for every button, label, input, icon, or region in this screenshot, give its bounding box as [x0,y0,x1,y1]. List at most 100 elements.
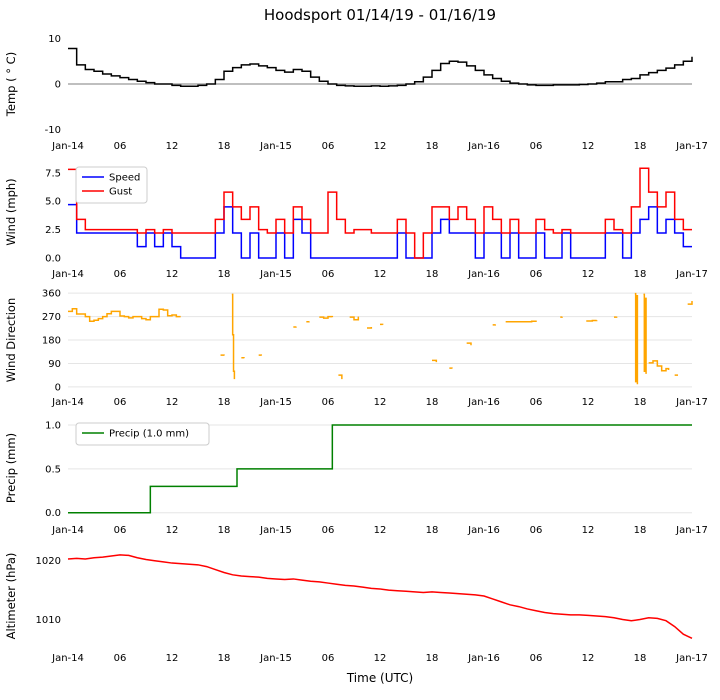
x-tick-label: 06 [530,269,543,280]
y-tick-label: 180 [42,336,61,347]
x-tick-label: 06 [530,653,543,664]
legend-box [75,422,210,446]
x-tick-label: Jan-15 [259,397,292,408]
x-tick-label: 06 [530,525,543,536]
x-tick-label: 18 [426,141,439,152]
x-tick-label: 18 [218,141,231,152]
panel-temp: -10 0 10 Jan-14 06 12 18 Jan-15 06 12 18 Jan-16 06 12… [0,28,720,156]
x-tick-label: Jan-15 [259,141,292,152]
x-tick-label: Jan-16 [467,525,500,536]
x-tick-label: 12 [166,525,179,536]
y-tick-label: -10 [45,125,61,136]
x-tick-label: Jan-14 [51,141,84,152]
x-tick-label: Jan-15 [259,653,292,664]
y-tick-label: 1010 [36,615,61,626]
y-tick-label: 0.0 [45,508,61,519]
x-tick-label: 06 [322,525,335,536]
x-tick-label: 12 [582,269,595,280]
x-axis-label: Time (UTC) [346,671,414,685]
x-tick-label: Jan-15 [259,269,292,280]
x-tick-label: Jan-17 [675,141,708,152]
x-tick-label: Jan-16 [467,397,500,408]
y-tick-label: 0 [55,80,61,91]
y-tick-label: 360 [42,289,61,300]
x-tick-label: 06 [322,653,335,664]
y-tick-label: 10 [48,34,61,45]
x-tick-label: Jan-17 [675,653,708,664]
y-axis-label-wind-direction: Wind Direction [4,298,18,383]
y-tick-label: 0.5 [45,464,61,475]
y-tick-label: 90 [48,359,61,370]
x-tick-label: 18 [218,397,231,408]
x-tick-label: 12 [582,141,595,152]
x-tick-label: Jan-14 [51,397,84,408]
x-tick-label: 18 [634,653,647,664]
y-tick-label: 2.5 [45,225,61,236]
x-tick-label: 18 [426,525,439,536]
y-tick-label: 5.0 [45,197,61,208]
series-temp [68,47,693,88]
x-tick-label: 12 [166,269,179,280]
x-tick-label: 06 [114,141,127,152]
figure-title: Hoodsport 01/14/19 - 01/16/19 [263,6,497,24]
x-tick-label: 06 [530,397,543,408]
x-tick-label: Jan-17 [675,397,708,408]
x-tick-label: 18 [426,269,439,280]
panel-wind: 0.0 2.5 5.0 7.5 Jan-14 06 12 18 Jan-15 06 12 18 Jan-… [0,156,720,284]
y-axis-label-wind: Wind (mph) [4,178,18,245]
x-tick-label: Jan-14 [51,653,84,664]
y-tick-label: 0.0 [45,254,61,265]
x-tick-label: 12 [582,397,595,408]
chart-wind-direction: 0 90 180 270 360 Jan-14 06 12 18 Jan-15 06 12 18 Jan-… [4,289,708,408]
y-axis-label-precip: Precip (mm) [4,433,18,503]
x-tick-label: 06 [322,397,335,408]
chart-precip: 0.0 0.5 1.0 Jan-14 06 12 18 Jan-15 06 12 18 Jan-16 0… [4,421,708,536]
x-tick-label: 12 [582,653,595,664]
x-tick-label: 12 [374,269,387,280]
x-tick-label: Jan-14 [51,525,84,536]
chart-temp: -10 0 10 Jan-14 06 12 18 Jan-15 06 12 18 Jan-16 06 12… [4,34,708,152]
x-tick-label: 12 [166,653,179,664]
x-tick-label: 06 [114,269,127,280]
x-tick-label: 06 [322,269,335,280]
x-tick-label: Jan-15 [259,525,292,536]
y-axis-label-altimeter: Altimeter (hPa) [4,553,18,640]
x-tick-label: 06 [114,653,127,664]
x-tick-label: 06 [530,141,543,152]
chart-altimeter: 1010 1020 Jan-14 06 12 18 Jan-15 06 12 18 Jan-16 06… [4,553,708,664]
x-tick-label: 12 [166,397,179,408]
x-tick-label: 18 [218,653,231,664]
y-tick-label: 1.0 [45,421,61,432]
x-tick-label: 18 [426,653,439,664]
y-axis-label-temp: Temp ( ° C) [4,52,18,117]
panel-altimeter: 1010 1020 Jan-14 06 12 18 Jan-15 06 12 18 Jan-16 06… [0,540,720,668]
x-tick-label: 06 [114,525,127,536]
y-tick-label: 270 [42,312,61,323]
y-tick-label: 0 [55,382,61,393]
legend-label: Speed [109,173,140,184]
x-tick-label: 12 [374,397,387,408]
x-tick-label: 18 [634,525,647,536]
series-wind-direction [68,292,693,385]
legend-box [75,166,148,204]
x-tick-label: Jan-17 [675,269,708,280]
x-tick-label: 18 [634,269,647,280]
x-tick-label: 12 [374,141,387,152]
series-altimeter [67,554,693,640]
series-precip-1-0-mm- [68,424,692,514]
x-tick-label: 06 [322,141,335,152]
x-tick-label: Jan-17 [675,525,708,536]
x-tick-label: Jan-16 [467,141,500,152]
x-tick-label: 18 [218,525,231,536]
x-tick-label: 12 [374,653,387,664]
y-tick-label: 7.5 [45,168,61,179]
panel-wind-direction: 0 90 180 270 360 Jan-14 06 12 18 Jan-15 06 12 18 Jan-… [0,284,720,412]
series-gust [68,167,692,259]
y-tick-label: 1020 [36,556,61,567]
series-speed [68,203,692,259]
x-tick-label: 18 [218,269,231,280]
x-tick-label: 06 [114,397,127,408]
x-tick-label: 12 [374,525,387,536]
panel-precip: 0.0 0.5 1.0 Jan-14 06 12 18 Jan-15 06 12 18 Jan-16 0… [0,412,720,540]
